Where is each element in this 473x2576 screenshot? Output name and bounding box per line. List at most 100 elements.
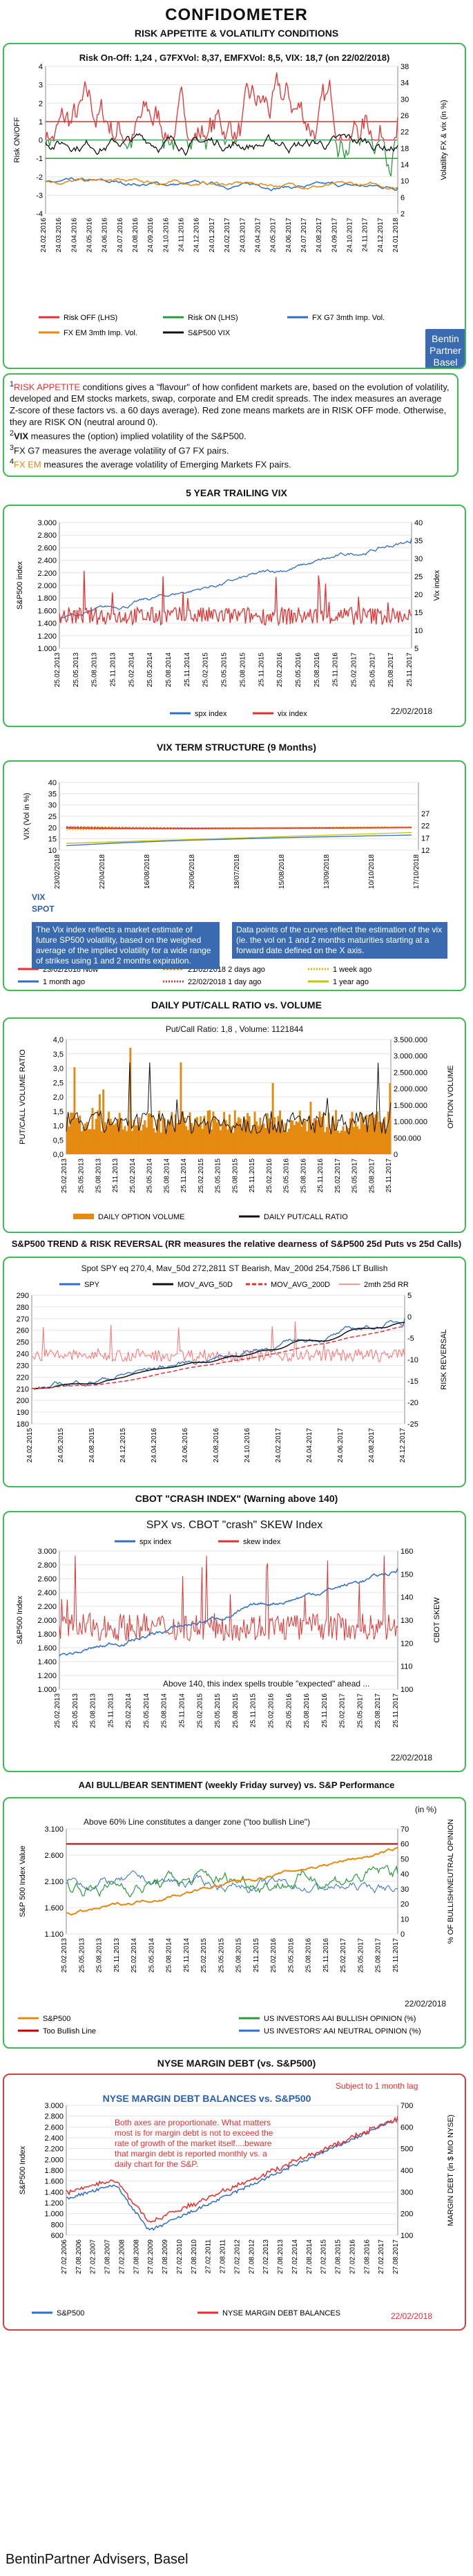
spy-xtick-0: 24.02.2015 [26,1428,34,1463]
putcall-chart-title: Put/Call Ratio: 1,8 , Volume: 1121844 [165,1024,304,1034]
skew-ytick-l-0: 3.000 [37,1548,57,1556]
vixterm-ytick-r-1: 22 [421,822,429,831]
option-volume-bar [115,1123,117,1154]
option-volume-bar [109,1118,112,1154]
option-volume-bar [140,1130,142,1154]
margin-xtick-17: 27.08.2014 [306,2239,313,2274]
vix5y-xtick-12: 25.02.2016 [276,652,284,687]
spy-ytick-r-5: -20 [407,1399,418,1407]
option-volume-bar [185,1126,188,1154]
vix5y-ytick-l-6: 1.800 [37,594,57,603]
vix5y-xtick-2: 25.08.2013 [91,652,99,687]
margin-xtick-14: 27.02.2013 [262,2239,270,2274]
risk-xtick-13: 24.03.2017 [239,218,247,252]
vixterm-xtick-3: 20/06/2018 [189,854,196,889]
vixterm-ytick-l-2: 30 [48,802,57,810]
option-volume-bar [270,1121,272,1154]
vix5y-ytick-l-1: 2.800 [37,532,57,540]
aai-ytick-r-3: 40 [400,1870,409,1879]
desc-fxg7: FX G7 measures the average volatility of… [14,444,229,455]
option-volume-bar [331,1117,334,1154]
skew-ytick-l-5: 2.000 [37,1617,57,1625]
option-volume-bar [335,1110,337,1154]
putcall-ytick-r-2: 2.500.000 [394,1069,427,1077]
option-volume-bar [100,1131,103,1154]
skew-ylabel-l: S&P500 Index [16,1595,24,1644]
vix5y-xtick-10: 25.08.2015 [239,652,247,687]
skew-ytick-r-0: 160 [400,1548,413,1556]
option-volume-bar [149,1113,152,1154]
risk-ytick-r-7: 10 [400,178,409,186]
option-volume-bar [160,1132,162,1154]
aai-xtick-6: 25.08.2014 [166,1938,173,1973]
vixterm-ytick-l-6: 10 [48,847,57,855]
spy-legend-label-3: 2mth 25d RR [364,1281,409,1289]
skew-ytick-l-9: 1.200 [37,1672,57,1680]
option-volume-bar [239,1118,242,1154]
skew-xtick-13: 25.05.2016 [285,1693,293,1728]
putcall-ytick-l-2: 3,0 [53,1065,64,1073]
aai-xtick-7: 25.11.2014 [183,1938,191,1973]
option-volume-bar [167,1119,170,1154]
margin-xtick-16: 27.02.2014 [291,2239,299,2274]
spy-ytick-l-1: 280 [17,1304,29,1312]
skew-xtick-14: 25.08.2016 [303,1693,311,1728]
vixterm-legend-label-4: 22/02/2018 1 day ago [188,978,261,986]
vixterm-note-left: The Vix index reflects a market estimate… [32,922,220,969]
vixterm-panel: 40 35 30 25 20 15 10 27 22 17 12 23/02/2018 22/04/20… [3,760,466,991]
margin-ytick-r-3: 400 [400,2167,413,2175]
vix5y-xtick-8: 25.02.2015 [202,652,210,687]
option-volume-bar [180,1062,182,1154]
vixterm-series-3 [66,834,412,847]
aai-neutral-series [66,1870,398,1894]
aai-xtick-13: 25.05.2016 [287,1938,295,1973]
vix5y-xtick-19: 25.11.2017 [406,652,414,687]
desc-fxem-text: measures the average volatility of Emerg… [41,459,291,470]
risk-xtick-5: 24.07.2016 [117,218,124,252]
option-volume-bar [229,1114,231,1154]
putcall-ylabel-r: OPTION VOLUME [447,1065,455,1129]
aai-legend-label-3: US INVESTORS' AAI NEUTRAL OPINION (%) [264,2027,421,2036]
margin-legend-label-0: S&P500 [57,2309,84,2318]
risk-ytick-r-8: 6 [400,194,405,202]
risk-ytick-l-1: 3 [39,82,43,90]
aai-ytick-r-7: 0 [400,1930,405,1939]
option-volume-bar [214,1117,217,1154]
putcall-ytick-r-1: 3.000.000 [394,1053,427,1061]
putcall-ylabel-l: PUT/CALL VOLUME RATIO [19,1049,27,1145]
skew-xtick-10: 25.08.2015 [232,1693,240,1728]
spy-ytick-l-9: 200 [17,1397,29,1405]
aai-unit: (in %) [415,1805,437,1814]
risk-ytick-l-8: -4 [36,210,43,218]
skew-xtick-7: 25.11.2014 [179,1693,186,1728]
vixterm-ylabel-l: VIX (Vol in %) [23,793,31,840]
option-volume-bar [142,1125,144,1154]
putcall-xtick-16: 25.02.2017 [334,1158,342,1193]
aai-xtick-19: 25.11.2017 [392,1938,400,1973]
spy-ylabel-r: RISK REVERSAL [440,1329,448,1389]
option-volume-bar [273,1117,276,1154]
risk-panel: Risk On-Off: 1,24 , G7FXVol: 8,37, EMFXV… [3,43,466,369]
option-volume-bar [318,1111,321,1154]
skew-xtick-5: 25.05.2014 [143,1693,151,1728]
spy-panel: Spot SPY eq 270,4, Mav_50d 272,2811 ST B… [3,1257,466,1487]
vixterm-legend-label-2: 1 week ago [333,966,371,974]
option-volume-bar [235,1122,238,1154]
spy-ytick-r-3: -10 [407,1356,418,1364]
risk-off-series [45,72,398,142]
risk-ytick-l-2: 2 [39,100,43,108]
option-volume-bar [82,1127,85,1154]
risk-ytick-r-5: 18 [400,144,409,153]
option-volume-bar [360,1113,363,1154]
option-volume-bar [250,1131,253,1154]
aai-xtick-9: 25.05.2015 [218,1938,225,1973]
margin-ytick-r-6: 100 [400,2232,413,2240]
aai-date: 22/02/2018 [405,1999,447,2009]
option-volume-bar [253,1111,256,1154]
aai-xtick-5: 25.05.2014 [148,1938,155,1973]
option-volume-bar [113,1125,115,1154]
margin-xtick-21: 27.08.2016 [363,2239,371,2274]
vix5y-xtick-18: 25.08.2017 [387,652,395,687]
spy-xtick-10: 24.06.2017 [337,1428,345,1463]
aai-ytick-l-0: 3.100 [44,1825,64,1834]
